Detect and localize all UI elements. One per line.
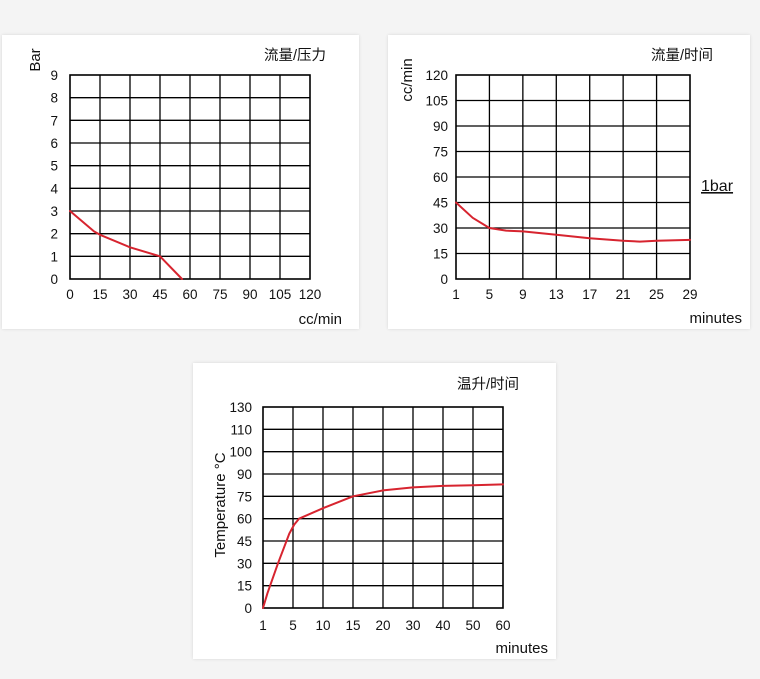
chart-card-flow-time: 0 15 30 45 60 75 90 105 120 1 5 9 13 17 21 25 29 流量/时间 min… [388, 35, 750, 329]
y-tick-label: 75 [237, 489, 252, 504]
y-tick-label: 8 [50, 91, 58, 106]
series-line [262, 483, 504, 609]
series-line [69, 210, 183, 280]
y-tick-label: 60 [433, 170, 448, 185]
y-tick-label: 1 [50, 249, 58, 264]
x-tick-label: 15 [345, 618, 360, 633]
plot-frame [69, 74, 311, 280]
x-tick-label: 90 [242, 287, 257, 302]
x-tick-label: 13 [549, 287, 564, 302]
x-tick-label: 21 [616, 287, 631, 302]
x-tick-label: 10 [315, 618, 330, 633]
x-tick-label: 60 [495, 618, 510, 633]
chart-title: 流量/压力 [264, 47, 326, 64]
x-tick-label: 9 [519, 287, 527, 302]
y-tick-label: 3 [50, 204, 58, 219]
y-tick-label: 0 [440, 272, 448, 287]
x-tick-label: 60 [182, 287, 197, 302]
y-tick-label: 0 [244, 601, 252, 616]
y-tick-label: 90 [237, 467, 252, 482]
x-tick-label: 40 [435, 618, 450, 633]
x-tick-label: 25 [649, 287, 664, 302]
x-tick-label: 5 [486, 287, 494, 302]
y-tick-label: 4 [50, 181, 58, 196]
y-tick-label: 120 [425, 68, 448, 83]
grid-lines [263, 407, 503, 608]
y-tick-label: 6 [50, 136, 58, 151]
x-tick-label: 120 [299, 287, 322, 302]
y-tick-label: 15 [237, 579, 252, 594]
x-tick-label: 15 [92, 287, 107, 302]
y-tick-label: 45 [237, 534, 252, 549]
x-tick-label: 45 [152, 287, 167, 302]
annotation-label: 1bar [701, 178, 734, 195]
y-tick-label: 5 [50, 159, 58, 174]
x-tick-label: 0 [66, 287, 74, 302]
grid-lines [456, 75, 690, 279]
y-axis-label: cc/min [399, 58, 416, 101]
plot-frame [262, 406, 504, 609]
y-axis-label: Temperature °C [212, 452, 229, 557]
series-line [455, 201, 691, 243]
y-tick-label: 30 [433, 221, 448, 236]
y-tick-label: 90 [433, 119, 448, 134]
x-axis-label: minutes [495, 640, 548, 657]
chart-title: 温升/时间 [457, 376, 519, 393]
x-tick-label: 29 [682, 287, 697, 302]
x-tick-label: 30 [122, 287, 137, 302]
x-tick-label: 50 [465, 618, 480, 633]
chart-card-flow-pressure: 0 1 2 3 4 5 6 7 8 9 0 15 30 45 60 75 90 105 120 流量/压力 cc/min… [2, 35, 359, 329]
y-tick-label: 30 [237, 556, 252, 571]
x-tick-label: 1 [259, 618, 267, 633]
y-tick-label: 105 [425, 94, 448, 109]
y-tick-label: 0 [50, 272, 58, 287]
chart-title: 流量/时间 [651, 47, 713, 64]
y-tick-label: 45 [433, 196, 448, 211]
y-tick-label: 60 [237, 512, 252, 527]
y-tick-label: 2 [50, 227, 58, 242]
y-tick-label: 100 [229, 445, 252, 460]
y-tick-label: 7 [50, 113, 58, 128]
x-tick-label: 20 [375, 618, 390, 633]
x-tick-label: 105 [269, 287, 292, 302]
y-tick-label: 15 [433, 247, 448, 262]
y-tick-label: 9 [50, 68, 58, 83]
x-tick-label: 17 [582, 287, 597, 302]
plot-frame [455, 74, 691, 280]
x-tick-label: 5 [289, 618, 297, 633]
x-tick-label: 30 [405, 618, 420, 633]
y-axis-label: Bar [27, 48, 44, 71]
y-tick-label: 130 [229, 400, 252, 415]
y-tick-label: 110 [230, 422, 252, 437]
chart-card-temperature-time: 0 15 30 45 60 75 90 100 110 130 1 5 10 15 20 30 40 50 60 温升… [193, 363, 556, 659]
x-axis-label: minutes [689, 310, 742, 327]
x-tick-label: 1 [452, 287, 460, 302]
x-tick-label: 75 [212, 287, 227, 302]
grid-lines [70, 75, 310, 279]
x-axis-label: cc/min [299, 311, 342, 328]
y-tick-label: 75 [433, 145, 448, 160]
